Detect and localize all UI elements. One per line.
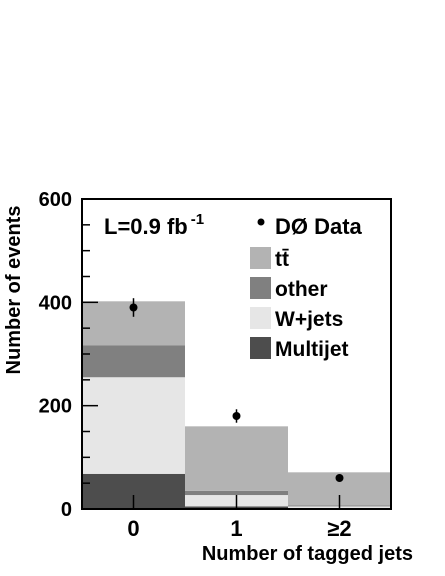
bar-w-jets-0 bbox=[82, 377, 185, 474]
luminosity-annotation: L=0.9 fb -1 bbox=[104, 211, 204, 239]
luminosity-exponent: -1 bbox=[191, 211, 204, 228]
legend-swatch-1 bbox=[250, 277, 271, 299]
legend-label-2: W+jets bbox=[275, 308, 343, 331]
legend-label-3: Multijet bbox=[275, 338, 349, 361]
luminosity-text: L=0.9 fb bbox=[104, 214, 188, 239]
y-axis-label: Number of events bbox=[3, 206, 25, 375]
axis-ticks: 0 200 400 600 0 1 ≥2 bbox=[39, 189, 352, 541]
bars-layer bbox=[82, 301, 391, 509]
data-points-layer bbox=[129, 298, 344, 482]
y-tick-label-600: 600 bbox=[39, 189, 72, 211]
x-tick-label-0: 0 bbox=[127, 516, 139, 541]
data-point-2 bbox=[335, 474, 344, 482]
legend-marker-data bbox=[257, 218, 265, 226]
data-point-1 bbox=[232, 412, 241, 420]
legend-label-1: other bbox=[275, 278, 328, 301]
legend-label-0: tt̄ bbox=[275, 248, 289, 271]
legend-swatch-0 bbox=[250, 247, 271, 269]
x-tick-label-1: 1 bbox=[230, 516, 242, 541]
legend-swatch-2 bbox=[250, 307, 271, 329]
legend: DØ Data tt̄ other W+jets Multijet bbox=[250, 214, 363, 361]
y-tick-label-400: 400 bbox=[39, 292, 72, 314]
y-tick-label-0: 0 bbox=[61, 499, 72, 521]
x-tick-label-2: ≥2 bbox=[327, 516, 351, 541]
legend-label-data: DØ Data bbox=[275, 214, 363, 239]
bar-other-1 bbox=[185, 490, 288, 496]
data-point-0 bbox=[129, 303, 138, 312]
bar-tt--1 bbox=[185, 426, 288, 491]
bar-other-0 bbox=[82, 345, 185, 378]
y-tick-label-200: 200 bbox=[39, 396, 72, 418]
x-axis-label: Number of tagged jets bbox=[202, 543, 413, 565]
legend-swatch-3 bbox=[250, 337, 271, 359]
